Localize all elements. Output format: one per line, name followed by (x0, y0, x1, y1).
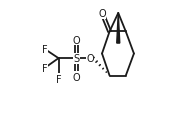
Text: F: F (42, 45, 48, 54)
Text: O: O (73, 72, 80, 82)
Text: O: O (73, 35, 80, 45)
Text: S: S (74, 54, 80, 64)
Text: F: F (42, 63, 48, 73)
Polygon shape (117, 14, 120, 44)
Text: O: O (86, 54, 94, 64)
Text: O: O (98, 9, 106, 19)
Text: F: F (56, 74, 61, 84)
